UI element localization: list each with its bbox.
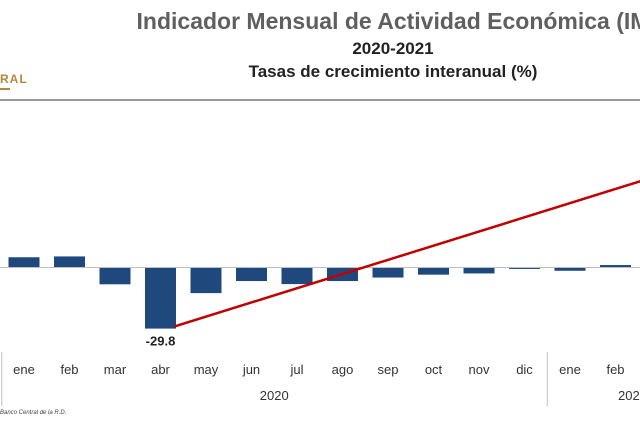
category-label-2: mar xyxy=(104,362,127,377)
bar-may-4 xyxy=(190,267,222,294)
category-label-10: nov xyxy=(469,362,490,377)
bar-oct-9 xyxy=(418,267,449,275)
category-label-11: dic xyxy=(516,362,533,377)
category-labels: ene feb mar abr may jun jul ago sep oct nov dic ene f… xyxy=(13,362,624,377)
year-labels: 2020 202 xyxy=(260,388,640,403)
category-label-5: jun xyxy=(242,362,260,377)
source-note: Banco Central de la R.D. xyxy=(0,410,67,416)
category-label-7: ago xyxy=(332,362,354,377)
chart-years: 2020-2021 xyxy=(352,39,434,58)
chart-subtitle: Tasas de crecimiento interanual (%) xyxy=(248,62,538,81)
bar-abr-3 xyxy=(145,267,176,329)
bar-jul-6 xyxy=(281,267,313,285)
bank-logo-mark xyxy=(0,88,10,90)
trend-line xyxy=(173,180,640,328)
category-label-4: may xyxy=(194,362,219,377)
header-rule xyxy=(0,99,640,101)
year-label-202: 202 xyxy=(618,388,640,403)
category-label-13: feb xyxy=(606,362,624,377)
bar-mar-2 xyxy=(99,267,131,285)
year-label-2020: 2020 xyxy=(260,388,289,403)
category-label-12: ene xyxy=(559,362,581,377)
data-labels: -29.8 xyxy=(146,334,176,349)
category-label-6: jul xyxy=(289,362,303,377)
bars-group xyxy=(8,256,631,329)
bar-sep-8 xyxy=(372,267,404,278)
bar-ene-0 xyxy=(8,257,40,268)
chart-title: Indicador Mensual de Actividad Económica… xyxy=(136,8,640,34)
category-label-0: ene xyxy=(13,362,35,377)
bar-nov-10 xyxy=(463,267,495,274)
bank-logo-text: RAL xyxy=(0,72,28,86)
data-label-3: -29.8 xyxy=(146,334,176,349)
category-label-1: feb xyxy=(60,362,78,377)
bar-ene-12 xyxy=(554,267,586,271)
bar-dic-11 xyxy=(509,267,540,269)
category-label-3: abr xyxy=(151,362,170,377)
bar-feb-13 xyxy=(600,265,631,268)
bar-jun-5 xyxy=(236,267,267,282)
category-label-9: oct xyxy=(425,362,443,377)
bar-feb-1 xyxy=(54,256,85,268)
year-separators xyxy=(1,352,548,406)
category-label-8: sep xyxy=(378,362,399,377)
